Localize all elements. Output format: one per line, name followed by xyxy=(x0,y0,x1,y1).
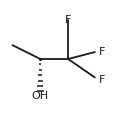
Text: F: F xyxy=(64,15,71,25)
Text: F: F xyxy=(98,75,105,85)
Text: OH: OH xyxy=(32,91,48,101)
Text: F: F xyxy=(98,47,105,57)
